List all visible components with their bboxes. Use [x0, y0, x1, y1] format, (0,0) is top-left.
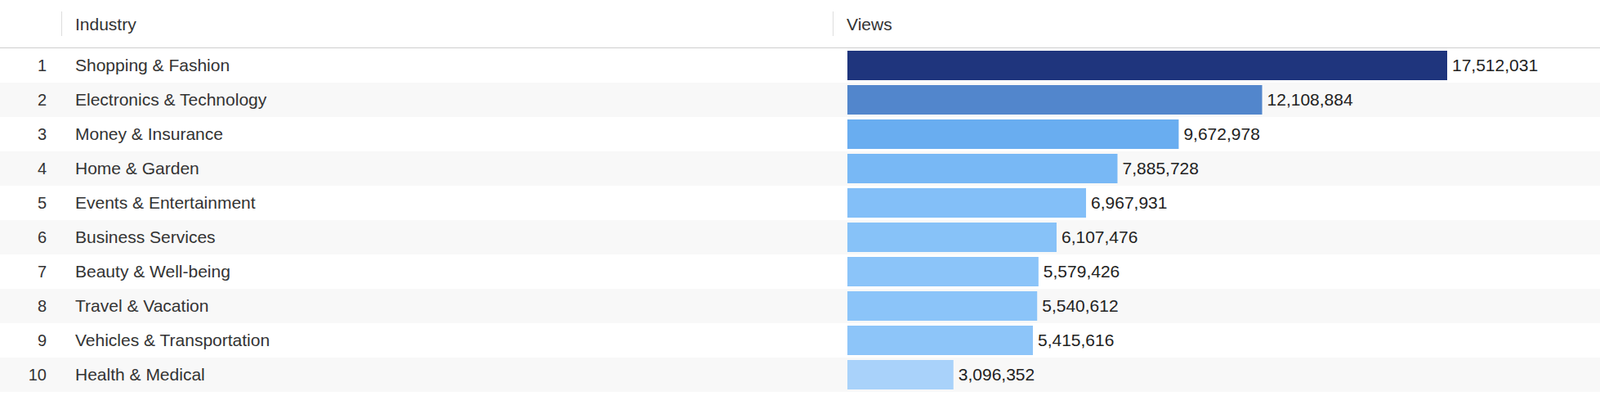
html-text:10: 10	[28, 365, 47, 384]
html-text:1: 1	[37, 56, 47, 75]
svg-text:3,096,352: 3,096,352	[958, 364, 1035, 384]
html-text:Vehicles & Transportation: Vehicles & Transportation	[75, 330, 270, 349]
html-text:Beauty & Well-being: Beauty & Well-being	[75, 261, 231, 281]
html-text:Events & Entertainment: Events & Entertainment	[75, 192, 256, 212]
svg-text:6,967,931: 6,967,931	[1090, 192, 1167, 212]
svg-text:12,108,884: 12,108,884	[1267, 89, 1354, 109]
html-text:3: 3	[37, 125, 47, 144]
html-text:Electronics & Technology: Electronics & Technology	[75, 89, 267, 109]
svg-text:5,540,612: 5,540,612	[1041, 295, 1118, 315]
svg-text:9,672,978: 9,672,978	[1183, 124, 1260, 144]
svg-text:7,885,728: 7,885,728	[1122, 158, 1199, 178]
html-text:Industry: Industry	[75, 14, 137, 34]
html-text:9: 9	[37, 330, 47, 349]
html-text:4: 4	[37, 159, 47, 178]
svg-text:17,512,031: 17,512,031	[1452, 55, 1538, 75]
html-text:5: 5	[37, 193, 47, 212]
html-text:2: 2	[37, 90, 47, 109]
html-text:Business Services: Business Services	[75, 227, 216, 246]
html-text:Money & Insurance: Money & Insurance	[75, 124, 224, 144]
svg-text:5,415,616: 5,415,616	[1037, 330, 1114, 349]
html-text:Health & Medical: Health & Medical	[75, 364, 205, 384]
html-text:Travel & Vacation: Travel & Vacation	[75, 295, 209, 315]
html-text:7: 7	[37, 262, 47, 281]
html-text:8: 8	[37, 296, 47, 315]
svg-text:5,579,426: 5,579,426	[1043, 261, 1120, 281]
svg-text:6,107,476: 6,107,476	[1061, 227, 1138, 246]
html-text:Shopping & Fashion: Shopping & Fashion	[75, 55, 230, 75]
html-text:6: 6	[37, 227, 47, 246]
html-text:Views: Views	[846, 14, 893, 34]
html-text:Home & Garden: Home & Garden	[75, 158, 200, 178]
